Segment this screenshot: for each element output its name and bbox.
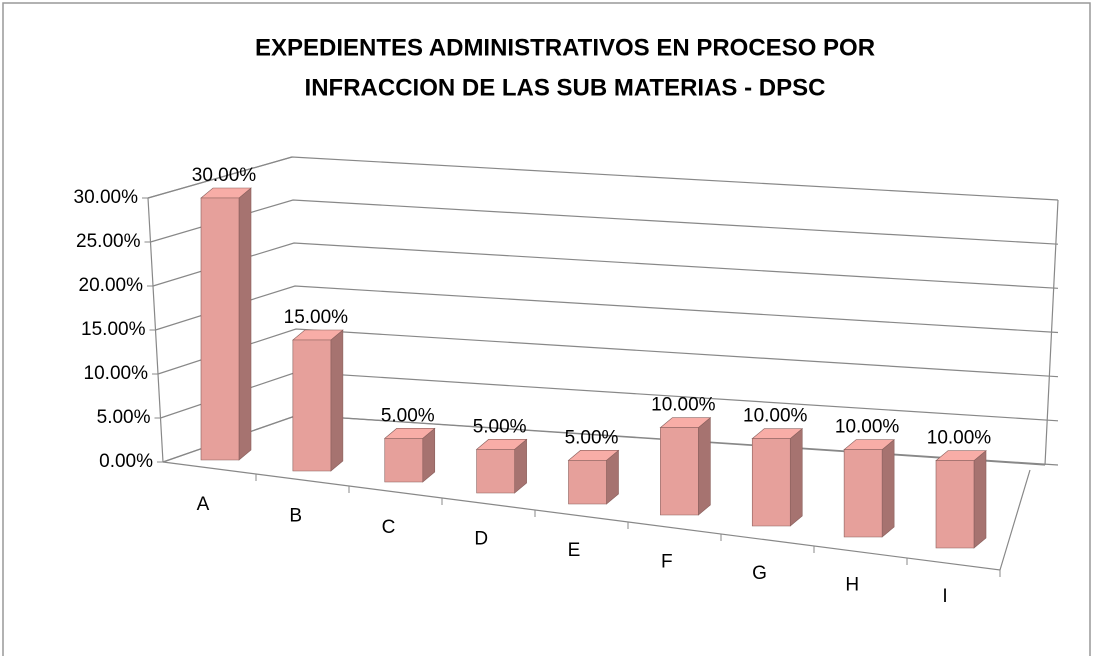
bar-side (698, 417, 711, 516)
grid-line (152, 242, 1059, 289)
value-label: 10.00% (651, 395, 716, 416)
value-label: 5.00% (381, 405, 435, 426)
bar (659, 417, 712, 516)
x-tick-label: G (752, 563, 767, 584)
grid-line (150, 199, 1059, 245)
value-label: 10.00% (743, 406, 808, 427)
bar-front (843, 449, 883, 538)
y-tick-label: 25.00% (76, 231, 141, 252)
bar (383, 427, 436, 483)
x-tick-label: C (382, 517, 396, 538)
bar-front (751, 438, 791, 527)
value-label: 10.00% (927, 428, 992, 449)
value-label: 5.00% (565, 427, 619, 448)
bar-side (238, 187, 252, 461)
x-tick-label: A (197, 494, 210, 515)
x-tick-label: E (568, 540, 581, 561)
y-tick-label: 20.00% (79, 275, 144, 296)
value-label: 5.00% (473, 416, 527, 437)
chart-title: EXPEDIENTES ADMINISTRATIVOS EN PROCESO P… (255, 34, 875, 61)
bar-front (568, 460, 607, 505)
bar (843, 439, 895, 538)
chart-title: INFRACCION DE LAS SUB MATERIAS - DPSC (305, 74, 826, 101)
bar (567, 449, 620, 505)
bar-front (660, 427, 699, 516)
bar-side (789, 428, 803, 527)
bar (200, 187, 252, 461)
value-label: 15.00% (284, 307, 349, 328)
bar (935, 450, 987, 549)
x-tick-label: D (474, 529, 488, 550)
x-tick-label: F (661, 552, 673, 573)
bar-front (200, 197, 240, 461)
y-tick-label: 30.00% (74, 187, 139, 208)
bar (475, 438, 528, 494)
bar-side (330, 329, 344, 472)
bar-front (292, 339, 332, 472)
x-tick-label: I (942, 586, 947, 607)
bar-side (973, 450, 987, 549)
bar-front (384, 438, 424, 483)
y-tick-label: 0.00% (99, 451, 153, 472)
y-tick-label: 10.00% (84, 363, 149, 384)
x-tick-label: B (289, 506, 302, 527)
bar-front (935, 460, 975, 549)
bar-front (476, 449, 515, 494)
y-tick-label: 15.00% (81, 319, 146, 340)
x-tick-label: H (845, 575, 859, 596)
bar-side (881, 439, 895, 538)
bar (751, 428, 804, 527)
y-tick-label: 5.00% (97, 407, 151, 428)
value-label: 30.00% (192, 165, 257, 186)
value-label: 10.00% (835, 417, 900, 438)
grid-line (147, 156, 1059, 201)
bar (292, 329, 344, 472)
